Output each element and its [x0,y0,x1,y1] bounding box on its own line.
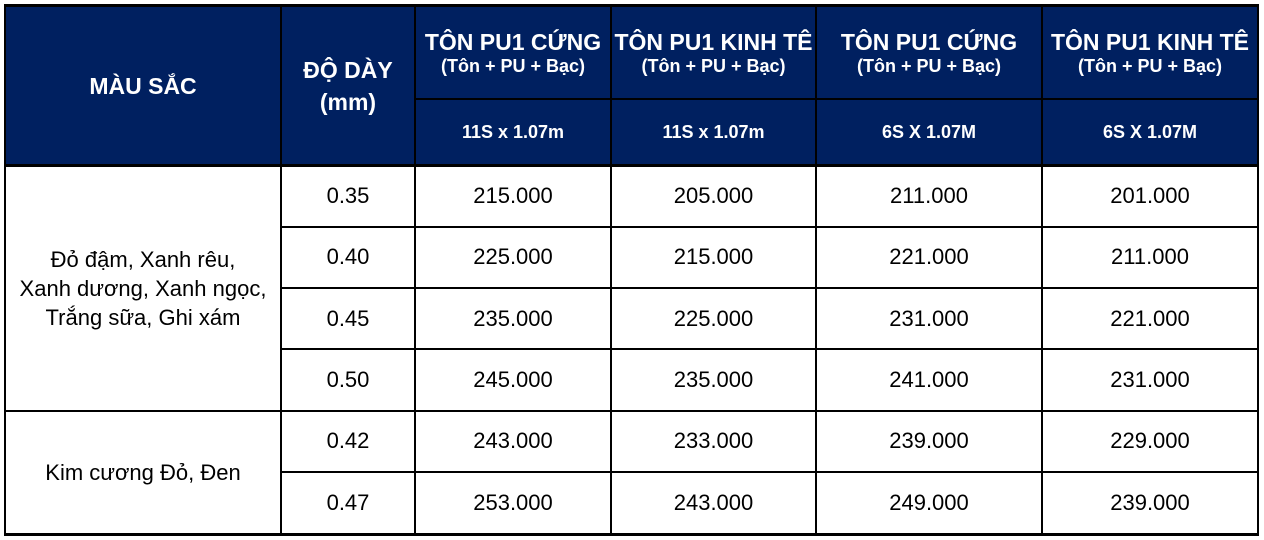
price-cell: 235.000 [612,350,817,412]
group-2-color-names: Kim cương Đỏ, Đen [6,411,282,533]
thickness-cell: 0.40 [282,227,416,289]
thickness-cell: 0.50 [282,350,416,412]
header-color-column: MÀU SẮC [6,7,282,167]
header-thickness-column: ĐỘ DÀY (mm) [282,7,416,167]
price-cell: 241.000 [817,350,1043,412]
product-1-subtitle: (Tôn + PU + Bạc) [440,55,586,76]
product-3-title: TÔN PU1 CỨNG [840,28,1018,55]
product-3-subtitle: (Tôn + PU + Bạc) [856,55,1002,76]
thickness-cell: 0.42 [282,411,416,473]
header-product-2: TÔN PU1 KINH TÊ (Tôn + PU + Bạc) [612,7,817,100]
thickness-cell: 0.47 [282,472,416,533]
group-1-color-names: Đỏ đậm, Xanh rêu, Xanh dương, Xanh ngọc,… [6,167,282,412]
header-product-3: TÔN PU1 CỨNG (Tôn + PU + Bạc) [817,7,1043,100]
price-cell: 201.000 [1043,167,1257,228]
price-cell: 239.000 [817,411,1043,473]
price-cell: 235.000 [416,288,612,351]
header-size-1: 11S x 1.07m [416,100,612,167]
price-cell: 225.000 [416,227,612,289]
price-cell: 231.000 [1043,350,1257,412]
header-size-4: 6S X 1.07M [1043,100,1257,167]
header-size-3: 6S X 1.07M [817,100,1043,167]
price-cell: 249.000 [817,472,1043,533]
product-4-title: TÔN PU1 KINH TÊ [1050,28,1250,55]
price-cell: 253.000 [416,472,612,533]
thickness-cell: 0.35 [282,167,416,228]
thickness-cell: 0.45 [282,288,416,351]
price-cell: 205.000 [612,167,817,228]
price-cell: 239.000 [1110,489,1190,515]
product-4-subtitle: (Tôn + PU + Bạc) [1077,55,1223,76]
header-product-4: TÔN PU1 KINH TÊ (Tôn + PU + Bạc) [1043,7,1257,100]
price-cell: 225.000 [612,288,817,351]
price-table: MÀU SẮC ĐỘ DÀY (mm) TÔN PU1 CỨNG (Tôn + … [4,4,1259,536]
header-product-1: TÔN PU1 CỨNG (Tôn + PU + Bạc) [416,7,612,100]
price-cell: 221.000 [1043,289,1257,351]
price-cell: 229.000 [1043,412,1257,473]
price-cell: 243.000 [416,411,612,473]
product-2-subtitle: (Tôn + PU + Bạc) [641,55,786,76]
price-cell: 231.000 [817,288,1043,351]
product-1-title: TÔN PU1 CỨNG [424,28,602,55]
price-cell: 211.000 [1043,228,1257,289]
product-2-title: TÔN PU1 KINH TÊ [614,28,813,55]
price-cell: 221.000 [817,227,1043,289]
price-cell: 211.000 [817,167,1043,228]
price-cell: 243.000 [612,472,817,533]
price-cell: 215.000 [416,167,612,228]
price-cell: 233.000 [612,411,817,473]
price-cell: 245.000 [416,350,612,412]
price-cell: 215.000 [612,227,817,289]
header-size-2: 11S x 1.07m [612,100,817,167]
